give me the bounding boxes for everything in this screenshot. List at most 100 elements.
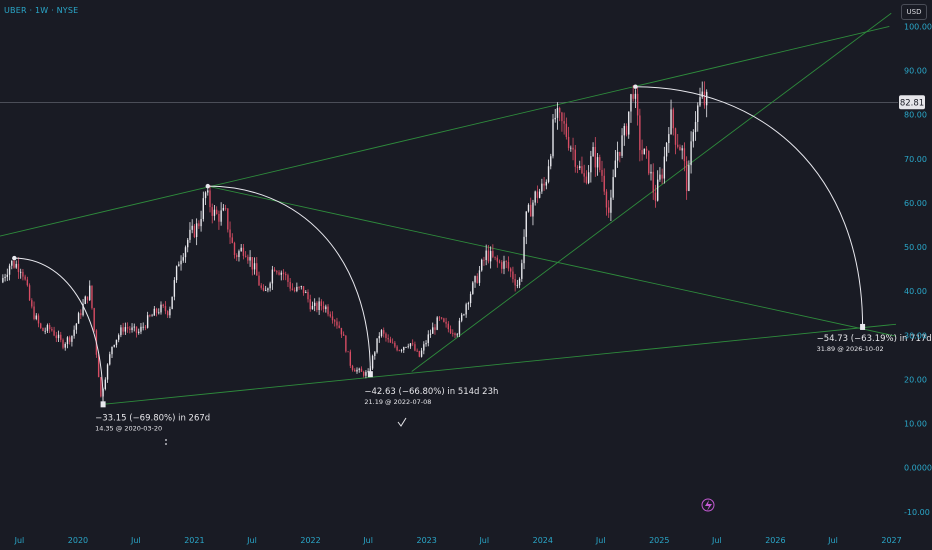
candle-body	[293, 289, 296, 291]
candle-body	[443, 318, 445, 322]
measurement-arcs-layer[interactable]	[12, 84, 866, 408]
candle-body	[126, 327, 129, 329]
candle-body	[229, 229, 231, 238]
candle-body	[109, 354, 111, 365]
measurement-start-handle[interactable]	[12, 255, 17, 261]
candle-body	[507, 261, 510, 269]
candle-body	[155, 308, 158, 313]
price-tick-label: 70.00	[904, 155, 927, 164]
candle-body	[55, 335, 58, 339]
candle-body	[605, 191, 608, 208]
candle-body	[427, 334, 429, 343]
candle-body	[278, 272, 280, 275]
measurement-end-handle[interactable]	[367, 371, 373, 378]
measurement-label: −42.63 (−66.80%) in 514d 23h	[364, 387, 498, 397]
time-axis[interactable]: Jul 2020 Jul 2021 Jul 2022 Jul 2023 Jul 2024 Jul 20…	[14, 536, 902, 545]
candle-body	[247, 256, 249, 261]
candle-body	[285, 274, 287, 276]
candle-body	[300, 286, 303, 288]
candle-body	[487, 250, 490, 262]
measurement-sublabel: 14.35 @ 2020-03-20	[95, 424, 162, 432]
candle-body	[460, 314, 463, 321]
price-tick-label: 10.00	[904, 420, 927, 429]
candle-body	[385, 333, 387, 339]
candle-body	[376, 338, 378, 353]
candle-body	[583, 173, 585, 177]
candle-body	[654, 192, 657, 201]
trendline[interactable]	[103, 323, 897, 405]
candle-body	[512, 271, 514, 280]
price-tick-label: 90.00	[904, 67, 927, 76]
candle-body	[509, 268, 512, 272]
price-tick-label: 50.00	[904, 243, 927, 252]
candle-body	[518, 278, 521, 286]
candle-body	[432, 327, 434, 334]
time-tick-label: Jul	[827, 536, 838, 545]
candle-body	[438, 317, 441, 319]
candle-body	[73, 329, 75, 336]
candle-body	[396, 346, 398, 351]
time-tick-label: 2021	[184, 536, 204, 545]
candle-body	[200, 218, 202, 227]
candle-body	[262, 287, 265, 291]
measurement-arc[interactable]	[635, 86, 864, 327]
candle-body	[153, 308, 156, 316]
candle-body	[525, 211, 527, 237]
price-axis[interactable]: 100.00 90.00 80.00 70.00 60.00 50.00 40.00 30.0…	[899, 22, 932, 517]
trendline[interactable]	[411, 12, 892, 372]
candle-body	[282, 272, 285, 275]
currency-badge[interactable]: USD	[901, 4, 927, 20]
candle-body	[4, 276, 6, 278]
candle-body	[354, 369, 356, 372]
candle-body	[400, 350, 403, 351]
candle-body	[463, 314, 465, 316]
trendline[interactable]	[0, 26, 890, 237]
time-tick-label: Jul	[711, 536, 722, 545]
candle-body	[149, 315, 151, 317]
last-price-tag[interactable]	[899, 95, 925, 110]
candle-body	[251, 257, 254, 270]
trendline[interactable]	[207, 185, 897, 337]
price-tick-label: 0.0000	[904, 464, 932, 473]
candle-body	[365, 372, 367, 376]
candle-body	[80, 313, 82, 316]
candle-body	[581, 166, 583, 174]
candle-body	[48, 325, 51, 330]
candle-body	[374, 352, 376, 356]
candle-body	[552, 119, 554, 157]
candle-body	[652, 171, 654, 193]
measurement-arc[interactable]	[207, 185, 371, 375]
candle-body	[244, 255, 247, 257]
candle-body	[75, 323, 78, 330]
candle-body	[46, 325, 49, 331]
candle-body	[503, 261, 505, 269]
candle-body	[434, 327, 436, 330]
measurement-end-handle[interactable]	[100, 401, 106, 408]
candle-body	[699, 97, 701, 106]
candle-body	[474, 276, 476, 283]
candle-body	[100, 377, 102, 397]
measurement-start-handle[interactable]	[205, 183, 210, 189]
candle-body	[6, 274, 9, 277]
measurement-end-handle[interactable]	[860, 323, 866, 330]
measurement-start-handle[interactable]	[633, 84, 638, 89]
candle-body	[180, 260, 182, 265]
candle-body	[17, 263, 20, 273]
candle-body	[68, 337, 71, 342]
candle-body	[603, 175, 605, 192]
measurement-arc[interactable]	[14, 257, 104, 405]
candle-body	[8, 265, 11, 275]
candle-body	[338, 325, 340, 328]
candle-body	[563, 121, 565, 124]
candle-body	[142, 326, 144, 328]
candle-body	[242, 247, 245, 256]
candle-body	[258, 275, 260, 286]
candle-body	[391, 342, 394, 344]
trendlines-layer[interactable]	[0, 12, 897, 405]
candle-body	[169, 308, 171, 316]
candle-body	[483, 259, 485, 261]
candle-body	[621, 135, 623, 156]
measurement-label: −33.15 (−69.80%) in 267d	[95, 413, 210, 423]
candle-body	[322, 305, 325, 310]
